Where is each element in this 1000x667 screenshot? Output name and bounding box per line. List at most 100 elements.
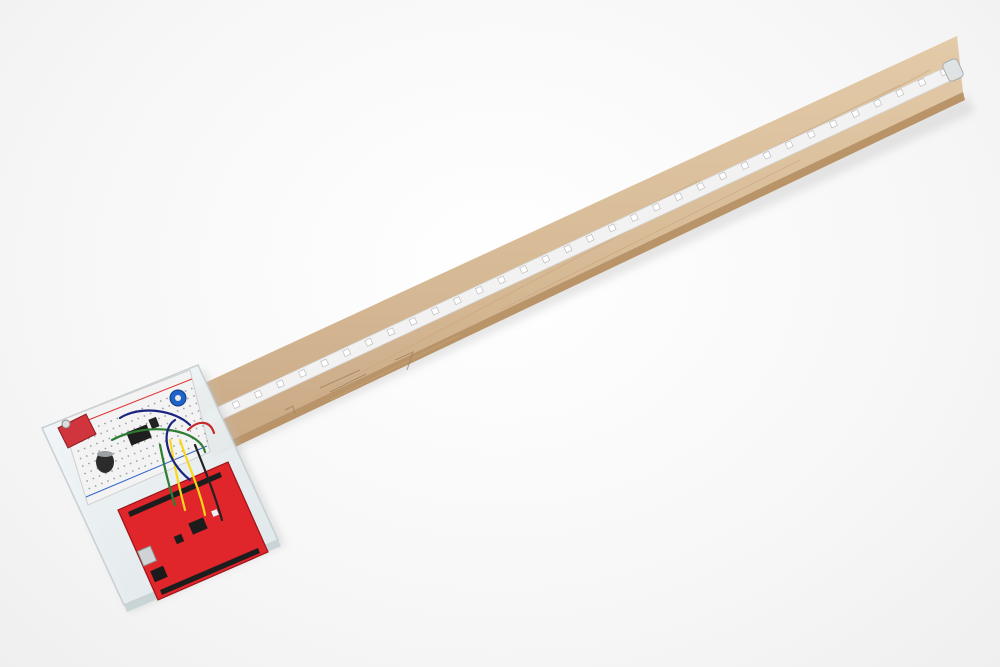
led-chip xyxy=(629,213,639,222)
led-chip xyxy=(298,369,307,378)
breadboard-hole xyxy=(119,475,122,477)
breadboard-hole xyxy=(206,440,209,442)
breadboard-hole xyxy=(84,472,86,475)
breadboard-hole xyxy=(137,442,140,445)
breadboard-hole xyxy=(138,467,140,470)
breadboard-hole xyxy=(145,422,148,425)
breadboard-hole xyxy=(131,445,134,447)
breadboard-hole xyxy=(162,407,164,410)
breadboard-hole xyxy=(204,432,206,435)
breadboard-hole xyxy=(110,445,113,447)
transistor xyxy=(148,416,160,430)
breadboard-hole xyxy=(111,470,113,472)
led-chip xyxy=(851,109,860,118)
breadboard-hole xyxy=(100,432,102,435)
breadboard-hole xyxy=(113,477,116,480)
led-chip xyxy=(386,327,396,337)
breadboard-hole xyxy=(88,462,90,465)
breadboard-hole xyxy=(193,420,196,422)
led-chip xyxy=(342,348,352,358)
breadboard-hole xyxy=(129,462,132,465)
breadboard-hole xyxy=(97,425,100,427)
breadboard-hole xyxy=(162,432,165,435)
breadboard-hole xyxy=(92,477,95,480)
breadboard-hole xyxy=(117,467,120,470)
breadboard-hole xyxy=(94,485,97,487)
led-chip xyxy=(364,337,374,347)
led-strip xyxy=(204,65,953,426)
breadboard-hole xyxy=(159,400,162,402)
breadboard-hole xyxy=(112,452,115,455)
breadboard-hole xyxy=(135,460,138,462)
led-chip xyxy=(806,129,816,139)
potentiometer-knob xyxy=(175,395,181,401)
breadboard-hole xyxy=(186,397,189,400)
breadboard-hole xyxy=(116,442,119,445)
breadboard-hole xyxy=(125,472,128,475)
breadboard-hole xyxy=(115,460,117,462)
breadboard-hole xyxy=(131,470,134,472)
breadboard-hole xyxy=(199,417,202,420)
breadboard-hole xyxy=(104,472,107,475)
led-chip xyxy=(917,78,927,87)
breadboard-hole xyxy=(170,437,173,440)
led-chip xyxy=(652,202,661,212)
breadboard-hole xyxy=(142,457,144,460)
breadboard-hole xyxy=(191,412,194,415)
breadboard-hole xyxy=(201,425,204,427)
led-chip xyxy=(829,119,838,129)
breadboard-hole xyxy=(86,480,89,482)
breadboard-hole xyxy=(193,395,195,397)
capacitor xyxy=(96,451,114,473)
power-jack xyxy=(150,565,168,583)
jumper-wires xyxy=(110,409,224,522)
strip-end-cap xyxy=(942,58,964,82)
breadboard-hole xyxy=(176,410,179,412)
led-chip xyxy=(607,223,617,233)
breadboard-hole xyxy=(144,465,147,467)
mcu-chip-small xyxy=(173,533,185,545)
breadboard-hole xyxy=(119,450,121,452)
breadboard-hole xyxy=(177,435,179,437)
breadboard-hole xyxy=(125,447,128,450)
led-chip xyxy=(563,244,573,254)
breadboard-hole xyxy=(173,445,175,447)
breadboard-hole xyxy=(120,432,123,435)
breadboard-hole xyxy=(104,447,107,450)
led-chip xyxy=(452,296,462,306)
breadboard-hole xyxy=(131,420,133,422)
breadboard-hole xyxy=(150,437,152,440)
breadboard-hole xyxy=(148,455,151,457)
breadboard-hole xyxy=(89,445,92,447)
breadboard-hole xyxy=(100,482,103,485)
sensor-jack xyxy=(61,419,71,429)
breadboard-hole xyxy=(164,415,167,417)
led-chip xyxy=(231,400,241,409)
led-chip xyxy=(320,358,329,368)
breadboard-hole xyxy=(96,442,98,445)
breadboard-hole xyxy=(185,415,187,417)
breadboard-hole xyxy=(181,425,183,427)
led-chip xyxy=(408,317,418,326)
breadboard-hole xyxy=(141,407,144,410)
breadboard-hole xyxy=(168,405,171,407)
breadboard-hole xyxy=(124,422,127,425)
capacitor-top xyxy=(97,451,113,457)
breadboard-hole xyxy=(104,422,106,425)
led-chip xyxy=(275,379,285,389)
breadboard-hole xyxy=(154,452,157,455)
sensor-module xyxy=(57,413,97,449)
breadboard-hole xyxy=(195,427,198,430)
breadboard-hole xyxy=(127,455,130,457)
breadboard-hole xyxy=(160,425,163,427)
breadboard-hole xyxy=(174,427,177,430)
breadboard-hole xyxy=(139,450,142,452)
breadboard-hole xyxy=(150,462,153,465)
breadboard-hole xyxy=(143,440,146,442)
led-chip xyxy=(541,254,551,264)
breadboard-hole xyxy=(107,480,109,482)
breadboard-hole xyxy=(187,447,190,450)
breadboard-hole xyxy=(137,417,140,420)
breadboard-hole xyxy=(81,465,84,467)
